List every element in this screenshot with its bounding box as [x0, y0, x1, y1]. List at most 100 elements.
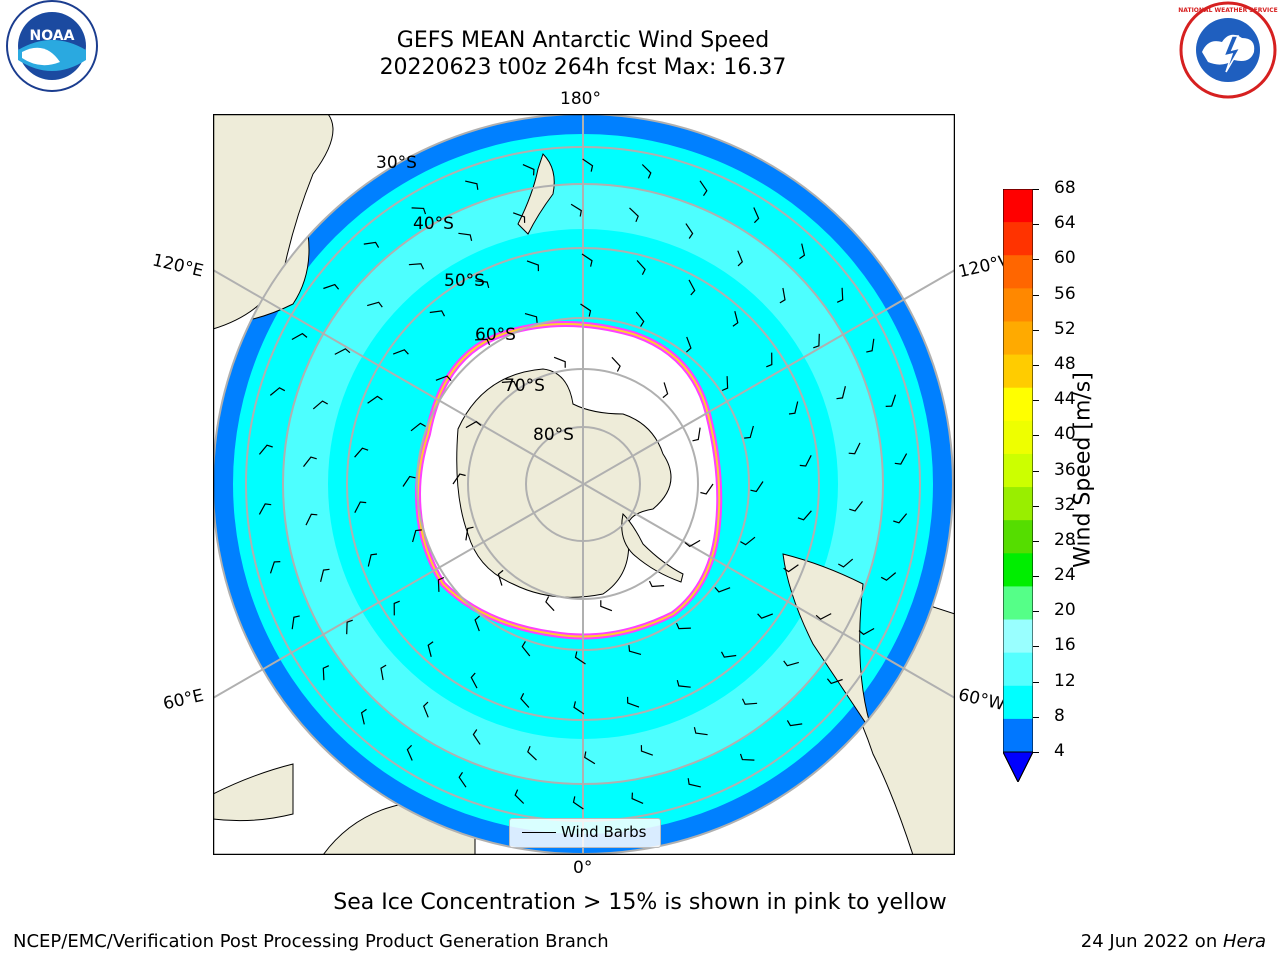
wind-barb [470, 672, 478, 689]
colorbar-segment [1003, 222, 1033, 256]
wind-barb [322, 665, 330, 681]
wind-barb [452, 473, 466, 485]
wind-barb [849, 501, 863, 512]
lat-label-70s: 70°S [504, 376, 545, 396]
colorbar-tick-label: 68 [1054, 178, 1076, 198]
wind-barb [458, 771, 467, 788]
wind-barb [465, 420, 482, 429]
wind-barb [815, 613, 832, 620]
wind-barb [334, 348, 351, 355]
colorbar-outline [1002, 188, 1034, 784]
wind-barb [866, 338, 875, 353]
lat-label-60s: 60°S [475, 325, 516, 345]
wind-barb [757, 613, 774, 619]
lon-label-180: 180° [560, 89, 601, 109]
colorbar-tick-mark [1033, 716, 1039, 718]
wind-barb [584, 751, 596, 765]
colorbar-segment [1003, 652, 1033, 687]
lon-label-60w: 60°W [956, 684, 1007, 716]
colorbar-tick-label: 48 [1054, 353, 1076, 374]
nws-logo-text: NATIONAL WEATHER SERVICE [1178, 7, 1277, 14]
wind-barb [721, 376, 729, 392]
colorbar-segment [1003, 387, 1033, 422]
wind-barb [836, 287, 844, 303]
wind-barb [402, 475, 416, 487]
wind-barb [269, 387, 286, 396]
colorbar-tick-mark [1033, 329, 1039, 331]
wind-barb [684, 539, 701, 548]
wind-barb [766, 352, 773, 368]
colorbar-segment [1003, 487, 1033, 521]
wind-barb [687, 778, 701, 788]
map-frame [212, 113, 956, 856]
wind-barb [570, 203, 582, 217]
colorbar-segment [1003, 718, 1033, 753]
wind-barb [520, 693, 530, 708]
colorbar-tick-mark [1033, 189, 1039, 190]
lat-label-80s: 80°S [533, 425, 574, 445]
wind-barb [472, 729, 481, 745]
wind-barb [435, 375, 452, 381]
wind-barb [741, 698, 758, 705]
footer-machine: Hera [1222, 931, 1266, 952]
polar-map [212, 113, 956, 856]
wind-barb [797, 510, 812, 521]
wind-barb [553, 356, 566, 368]
wind-barb [744, 425, 754, 439]
wind-barb [629, 207, 639, 223]
wind-barb [692, 427, 701, 442]
wind-barb [354, 447, 369, 458]
wind-barb [458, 232, 473, 241]
wind-barb [521, 641, 531, 657]
colorbar-tick-label: 8 [1054, 705, 1065, 726]
footer-date-text: 24 Jun 2022 on [1080, 931, 1223, 952]
wind-barb [750, 481, 764, 493]
wind-barb [648, 580, 665, 588]
wind-barb [685, 223, 694, 239]
colorbar-segment [1003, 255, 1033, 289]
wind-barb [475, 338, 491, 346]
colorbar-segment [1003, 586, 1033, 621]
wind-barb [291, 332, 308, 341]
wind-barbs [258, 158, 908, 810]
colorbar-segment [1003, 553, 1033, 587]
wind-barb [380, 664, 387, 681]
wind-barb [641, 164, 652, 179]
noaa-logo: NOAA [0, 0, 104, 96]
wind-barb [836, 386, 846, 400]
madagascar-land [213, 763, 294, 822]
wind-barb [600, 600, 613, 612]
colorbar-segment [1003, 619, 1033, 654]
new-zealand-land [517, 153, 555, 235]
wind-barb [779, 287, 786, 304]
wind-barb [813, 333, 820, 349]
chart-title: GEFS MEAN Antarctic Wind Speed [396, 28, 770, 53]
wind-barb [893, 513, 908, 524]
wind-barb [662, 382, 669, 399]
wind-barb [788, 401, 799, 415]
wind-barb [572, 796, 584, 810]
wind-barb [360, 708, 367, 725]
wind-barb [740, 536, 756, 546]
wind-barb [367, 395, 383, 404]
colorbar-tick-mark [1033, 435, 1039, 437]
wind-barb [512, 212, 526, 223]
wind-barb [581, 253, 593, 267]
colorbar-tick-label: 32 [1054, 494, 1076, 515]
colorbar-tick-mark [1033, 400, 1039, 402]
wind-barb [753, 207, 760, 224]
wind-barb [393, 600, 400, 616]
wind-barb [437, 576, 445, 592]
wind-barb [699, 180, 708, 197]
wind-barb [676, 679, 691, 688]
chart-subtitle: 20220623 t00z 264h fcst Max: 16.37 [379, 55, 787, 80]
sea-ice-caption: Sea Ice Concentration > 15% is shown in … [333, 890, 947, 915]
colorbar-tick-mark [1033, 646, 1039, 648]
wind-barb [412, 529, 422, 543]
colorbar-tick-label: 52 [1054, 318, 1076, 339]
colorbar-tick-label: 20 [1054, 600, 1076, 621]
wind-barb [573, 701, 585, 715]
wind-barb [475, 280, 490, 289]
wind-barb [783, 564, 799, 573]
colorbar-tick-label: 40 [1054, 424, 1076, 445]
